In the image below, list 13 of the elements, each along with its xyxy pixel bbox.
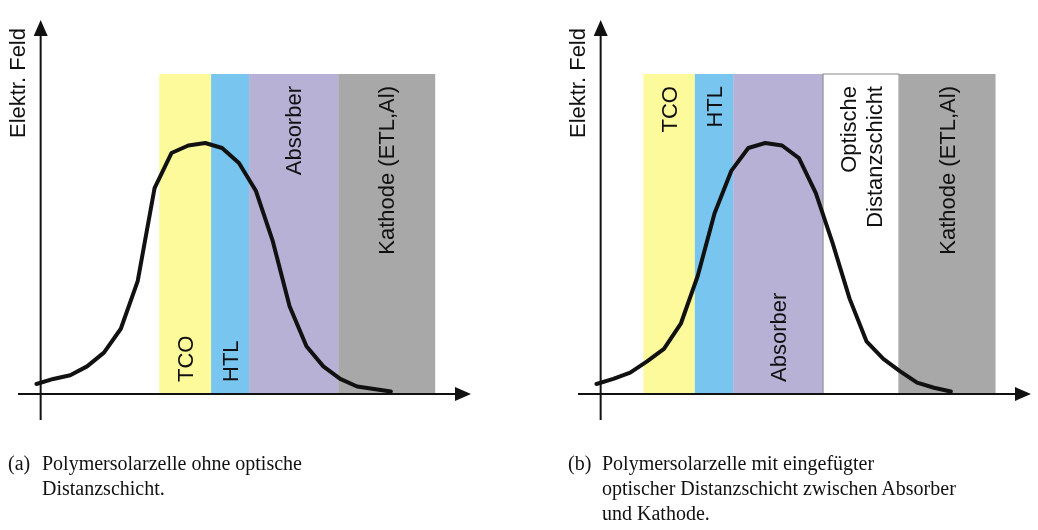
annotation: Optische Distanzschicht <box>835 86 888 228</box>
annotation: Absorber <box>281 86 307 176</box>
annotation: Kathode (ETL,Al) <box>934 86 960 255</box>
text: (b) Polymersolarzelle mit eingefügter optischer Distanzschicht zwischen Absorber und Kathode. <box>568 452 957 524</box>
text: HTL <box>701 86 727 128</box>
text: TCO <box>656 86 682 133</box>
annotation: Kathode (ETL,Al) <box>374 86 400 255</box>
y-axis-title: Elektr. Feld <box>564 28 590 139</box>
annotation: Absorber <box>765 292 791 382</box>
annotation: HTL <box>217 340 243 382</box>
text: (a) Polymersolarzelle ohne optische Distanzschicht. <box>8 452 303 499</box>
annotation: TCO <box>172 335 198 382</box>
y-axis-title: Elektr. Feld <box>4 28 30 139</box>
